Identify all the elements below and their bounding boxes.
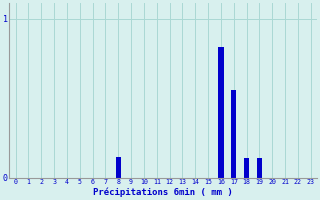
- X-axis label: Précipitations 6min ( mm ): Précipitations 6min ( mm ): [93, 188, 233, 197]
- Bar: [231, 90, 236, 178]
- Bar: [257, 158, 262, 178]
- Bar: [218, 47, 224, 178]
- Bar: [244, 158, 249, 178]
- Bar: [116, 157, 121, 178]
